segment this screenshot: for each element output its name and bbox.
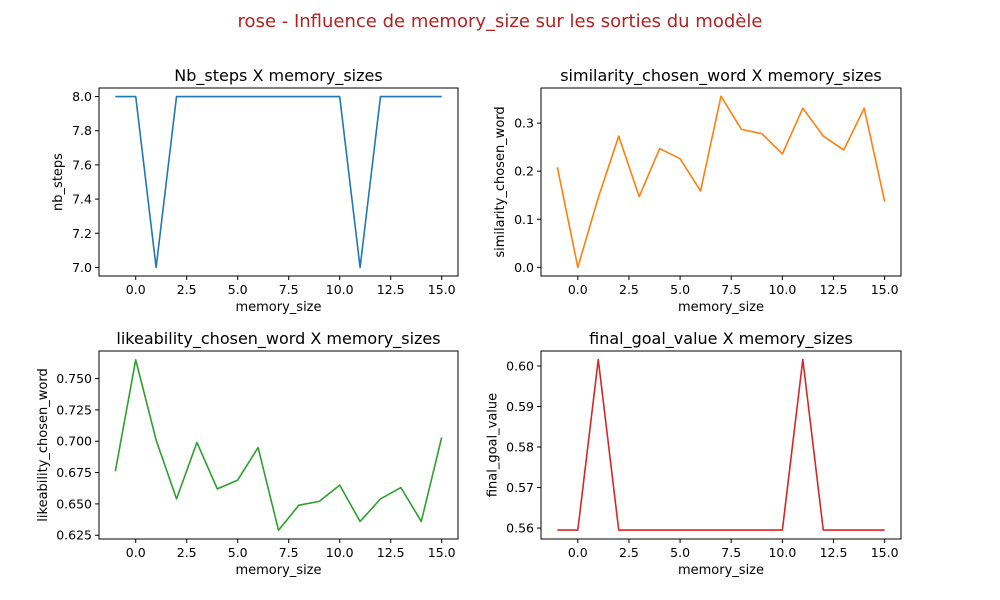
x-tick-label: 5.0 — [228, 282, 248, 297]
y-tick-label: 7.8 — [72, 123, 92, 138]
y-tick-label: 0.650 — [56, 496, 92, 511]
subplot-1: Nb_steps X memory_sizes 0.0 2.5 5.0 7.5 10.0 1… — [51, 66, 459, 315]
axes-frame — [98, 350, 459, 540]
y-tick-label: 7.4 — [72, 192, 92, 207]
y-tick-label: 0.2 — [514, 164, 534, 179]
x-axis-label: memory_size — [678, 563, 764, 578]
x-tick-label: 12.5 — [377, 282, 405, 297]
x-tick-label: 15.0 — [428, 282, 456, 297]
y-tick-label: 0.700 — [56, 434, 92, 449]
figure-suptitle: rose - Influence de memory_size sur les … — [238, 11, 763, 32]
y-tick-label: 8.0 — [72, 89, 92, 104]
subplot-2: similarity_chosen_word X memory_sizes 0.0… — [493, 66, 902, 315]
x-tick-label: 5.0 — [670, 545, 690, 560]
x-tick-label: 10.0 — [326, 282, 354, 297]
axes-frame — [540, 87, 902, 277]
x-tick-label: 10.0 — [326, 545, 354, 560]
axes-frame — [540, 350, 902, 540]
y-axis-label: similarity_chosen_word — [493, 106, 508, 257]
series-line — [556, 95, 886, 269]
x-axis-label: memory_size — [235, 563, 321, 578]
x-tick-label: 12.5 — [820, 282, 848, 297]
y-tick-label: 0.3 — [514, 116, 534, 131]
y-tick-label: 0.58 — [506, 440, 534, 455]
axes-frame — [98, 87, 459, 277]
x-tick-label: 0.0 — [568, 545, 588, 560]
series-line — [114, 358, 443, 532]
x-tick-label: 10.0 — [768, 545, 796, 560]
subplots: Nb_steps X memory_sizes 0.0 2.5 5.0 7.5 10.0 1… — [36, 66, 902, 578]
x-tick-label: 2.5 — [619, 545, 639, 560]
subplot-title: likeability_chosen_word X memory_sizes — [116, 329, 440, 349]
y-tick-label: 0.750 — [56, 371, 92, 386]
x-tick-label: 0.0 — [568, 282, 588, 297]
x-tick-label: 12.5 — [377, 545, 405, 560]
y-tick-label: 0.60 — [506, 358, 534, 373]
x-tick-label: 7.5 — [721, 545, 741, 560]
subplot-title: similarity_chosen_word X memory_sizes — [560, 66, 882, 86]
series-line — [115, 95, 442, 269]
x-tick-label: 0.0 — [126, 282, 146, 297]
y-axis-label: final_goal_value — [486, 393, 501, 497]
y-tick-label: 7.2 — [72, 226, 92, 241]
y-tick-label: 0.675 — [56, 465, 92, 480]
y-tick-label: 7.0 — [72, 260, 92, 275]
x-tick-label: 7.5 — [279, 545, 299, 560]
subplot-3: likeability_chosen_word X memory_sizes 0.… — [36, 329, 459, 578]
x-tick-label: 7.5 — [721, 282, 741, 297]
y-tick-label: 0.56 — [506, 521, 534, 536]
subplot-4: final_goal_value X memory_sizes 0.0 2.5 5.0… — [486, 329, 902, 578]
y-tick-label: 7.6 — [72, 157, 92, 172]
y-tick-label: 0.725 — [56, 402, 92, 417]
x-tick-label: 0.0 — [126, 545, 146, 560]
y-tick-label: 0.0 — [514, 260, 534, 275]
y-tick-label: 0.59 — [506, 399, 534, 414]
x-tick-label: 15.0 — [871, 282, 899, 297]
y-tick-label: 0.625 — [56, 528, 92, 543]
y-tick-label: 0.57 — [506, 480, 534, 495]
subplot-title: final_goal_value X memory_sizes — [589, 329, 853, 349]
y-tick-label: 0.1 — [514, 212, 534, 227]
x-axis-label: memory_size — [235, 300, 321, 315]
x-tick-label: 10.0 — [768, 282, 796, 297]
series-line — [557, 358, 885, 531]
x-tick-label: 5.0 — [228, 545, 248, 560]
x-tick-label: 7.5 — [279, 282, 299, 297]
x-tick-label: 5.0 — [670, 282, 690, 297]
x-axis-label: memory_size — [678, 300, 764, 315]
subplot-title: Nb_steps X memory_sizes — [174, 66, 382, 86]
x-tick-label: 15.0 — [428, 545, 456, 560]
x-tick-label: 2.5 — [619, 282, 639, 297]
x-tick-label: 15.0 — [871, 545, 899, 560]
y-axis-label: nb_steps — [51, 153, 66, 211]
x-tick-label: 2.5 — [177, 282, 197, 297]
y-axis-label: likeability_chosen_word — [36, 368, 51, 521]
x-tick-label: 2.5 — [177, 545, 197, 560]
x-tick-label: 12.5 — [820, 545, 848, 560]
